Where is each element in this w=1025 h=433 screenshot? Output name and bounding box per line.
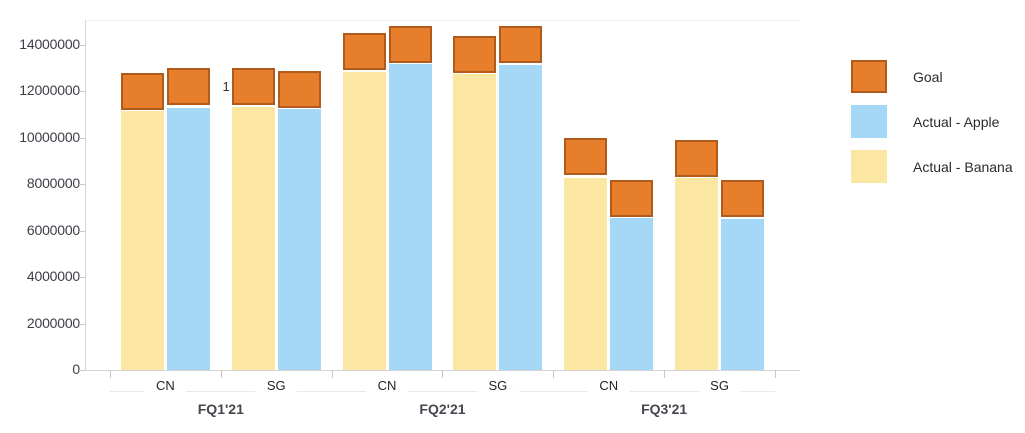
goal-marker-goal-banana-fq1-21-sg — [231, 68, 275, 106]
y-tick-label: 2000000 — [26, 314, 80, 331]
legend-item-actual-banana: Actual - Banana — [851, 150, 1013, 183]
y-tick-label: 12000000 — [19, 82, 80, 99]
bar-actual-banana-fq2-21-sg — [453, 74, 497, 370]
x-subgroup-label-fq1-21-sg: SG — [255, 379, 298, 393]
x-tick-mark — [220, 370, 222, 378]
x-tick-mark — [664, 370, 666, 378]
goal-marker-goal-apple-fq1-21-sg — [277, 70, 321, 108]
partial-data-label: 1 — [222, 79, 230, 95]
bar-actual-apple-fq1-21-sg — [277, 108, 321, 370]
y-tick-mark — [79, 230, 85, 232]
x-tick-mark — [553, 370, 555, 378]
legend-swatch-actual-apple — [851, 105, 887, 138]
y-tick-label: 0 — [72, 361, 80, 377]
legend-swatch-goal — [851, 60, 887, 93]
goal-marker-goal-apple-fq3-21-cn — [610, 179, 654, 217]
y-tick-label: 4000000 — [26, 268, 80, 285]
x-subgroup-label-fq3-21-cn: CN — [587, 379, 630, 393]
x-tick-mark — [774, 370, 776, 378]
goal-marker-goal-apple-fq1-21-cn — [166, 68, 210, 106]
goal-marker-goal-apple-fq2-21-sg — [499, 26, 543, 64]
x-subgroup-label-fq2-21-sg: SG — [476, 379, 519, 393]
x-group-label-fq1-21: FQ1'21 — [197, 401, 244, 417]
y-tick-mark — [79, 323, 85, 325]
goal-marker-goal-banana-fq1-21-cn — [120, 72, 164, 110]
x-tick-mark — [442, 370, 444, 378]
y-tick-mark — [79, 91, 85, 93]
x-subgroup-label-fq3-21-sg: SG — [698, 379, 741, 393]
legend-label-actual-apple: Actual - Apple — [913, 113, 1000, 130]
goal-marker-goal-banana-fq2-21-cn — [342, 33, 386, 71]
x-tick-mark — [110, 370, 111, 378]
bar-actual-apple-fq2-21-cn — [388, 63, 432, 370]
y-tick-mark — [79, 44, 85, 46]
bar-actual-banana-fq2-21-cn — [342, 71, 386, 370]
x-group-label-fq2-21: FQ2'21 — [419, 401, 466, 417]
legend: Goal Actual - Apple Actual - Banana — [851, 60, 1013, 195]
bar-actual-apple-fq3-21-sg — [721, 219, 765, 370]
legend-swatch-actual-banana — [851, 150, 887, 183]
bar-actual-apple-fq3-21-cn — [610, 217, 654, 370]
bar-actual-apple-fq2-21-sg — [499, 64, 543, 370]
y-tick-label: 8000000 — [26, 175, 80, 192]
legend-item-goal: Goal — [851, 60, 1013, 93]
bar-actual-banana-fq1-21-sg — [231, 106, 275, 370]
y-tick-label: 10000000 — [19, 128, 80, 145]
goal-marker-goal-banana-fq3-21-sg — [675, 140, 719, 178]
y-tick-label: 14000000 — [19, 35, 80, 52]
y-tick-mark — [79, 277, 85, 279]
x-subgroup-label-fq1-21-cn: CN — [144, 379, 187, 393]
plot-top-border — [85, 20, 800, 21]
goal-marker-goal-apple-fq2-21-cn — [388, 26, 432, 64]
legend-item-actual-apple: Actual - Apple — [851, 105, 1013, 138]
y-tick-mark — [79, 370, 85, 371]
y-tick-mark — [79, 184, 85, 186]
goal-marker-goal-apple-fq3-21-sg — [721, 179, 765, 217]
goal-marker-goal-banana-fq2-21-sg — [453, 35, 497, 73]
y-tick-mark — [79, 137, 85, 139]
bar-actual-apple-fq1-21-cn — [166, 107, 210, 370]
y-axis-line — [85, 20, 86, 370]
goal-marker-goal-banana-fq3-21-cn — [564, 137, 608, 175]
x-group-label-fq3-21: FQ3'21 — [641, 401, 688, 417]
bar-actual-banana-fq1-21-cn — [120, 111, 164, 370]
bar-actual-banana-fq3-21-cn — [564, 178, 608, 370]
x-tick-mark — [331, 370, 333, 378]
x-subgroup-label-fq2-21-cn: CN — [366, 379, 409, 393]
legend-label-actual-banana: Actual - Banana — [913, 158, 1013, 175]
bar-actual-banana-fq3-21-sg — [675, 178, 719, 370]
y-tick-label: 6000000 — [26, 221, 80, 238]
legend-label-goal: Goal — [913, 68, 943, 85]
x-axis-level-separator — [110, 391, 775, 392]
